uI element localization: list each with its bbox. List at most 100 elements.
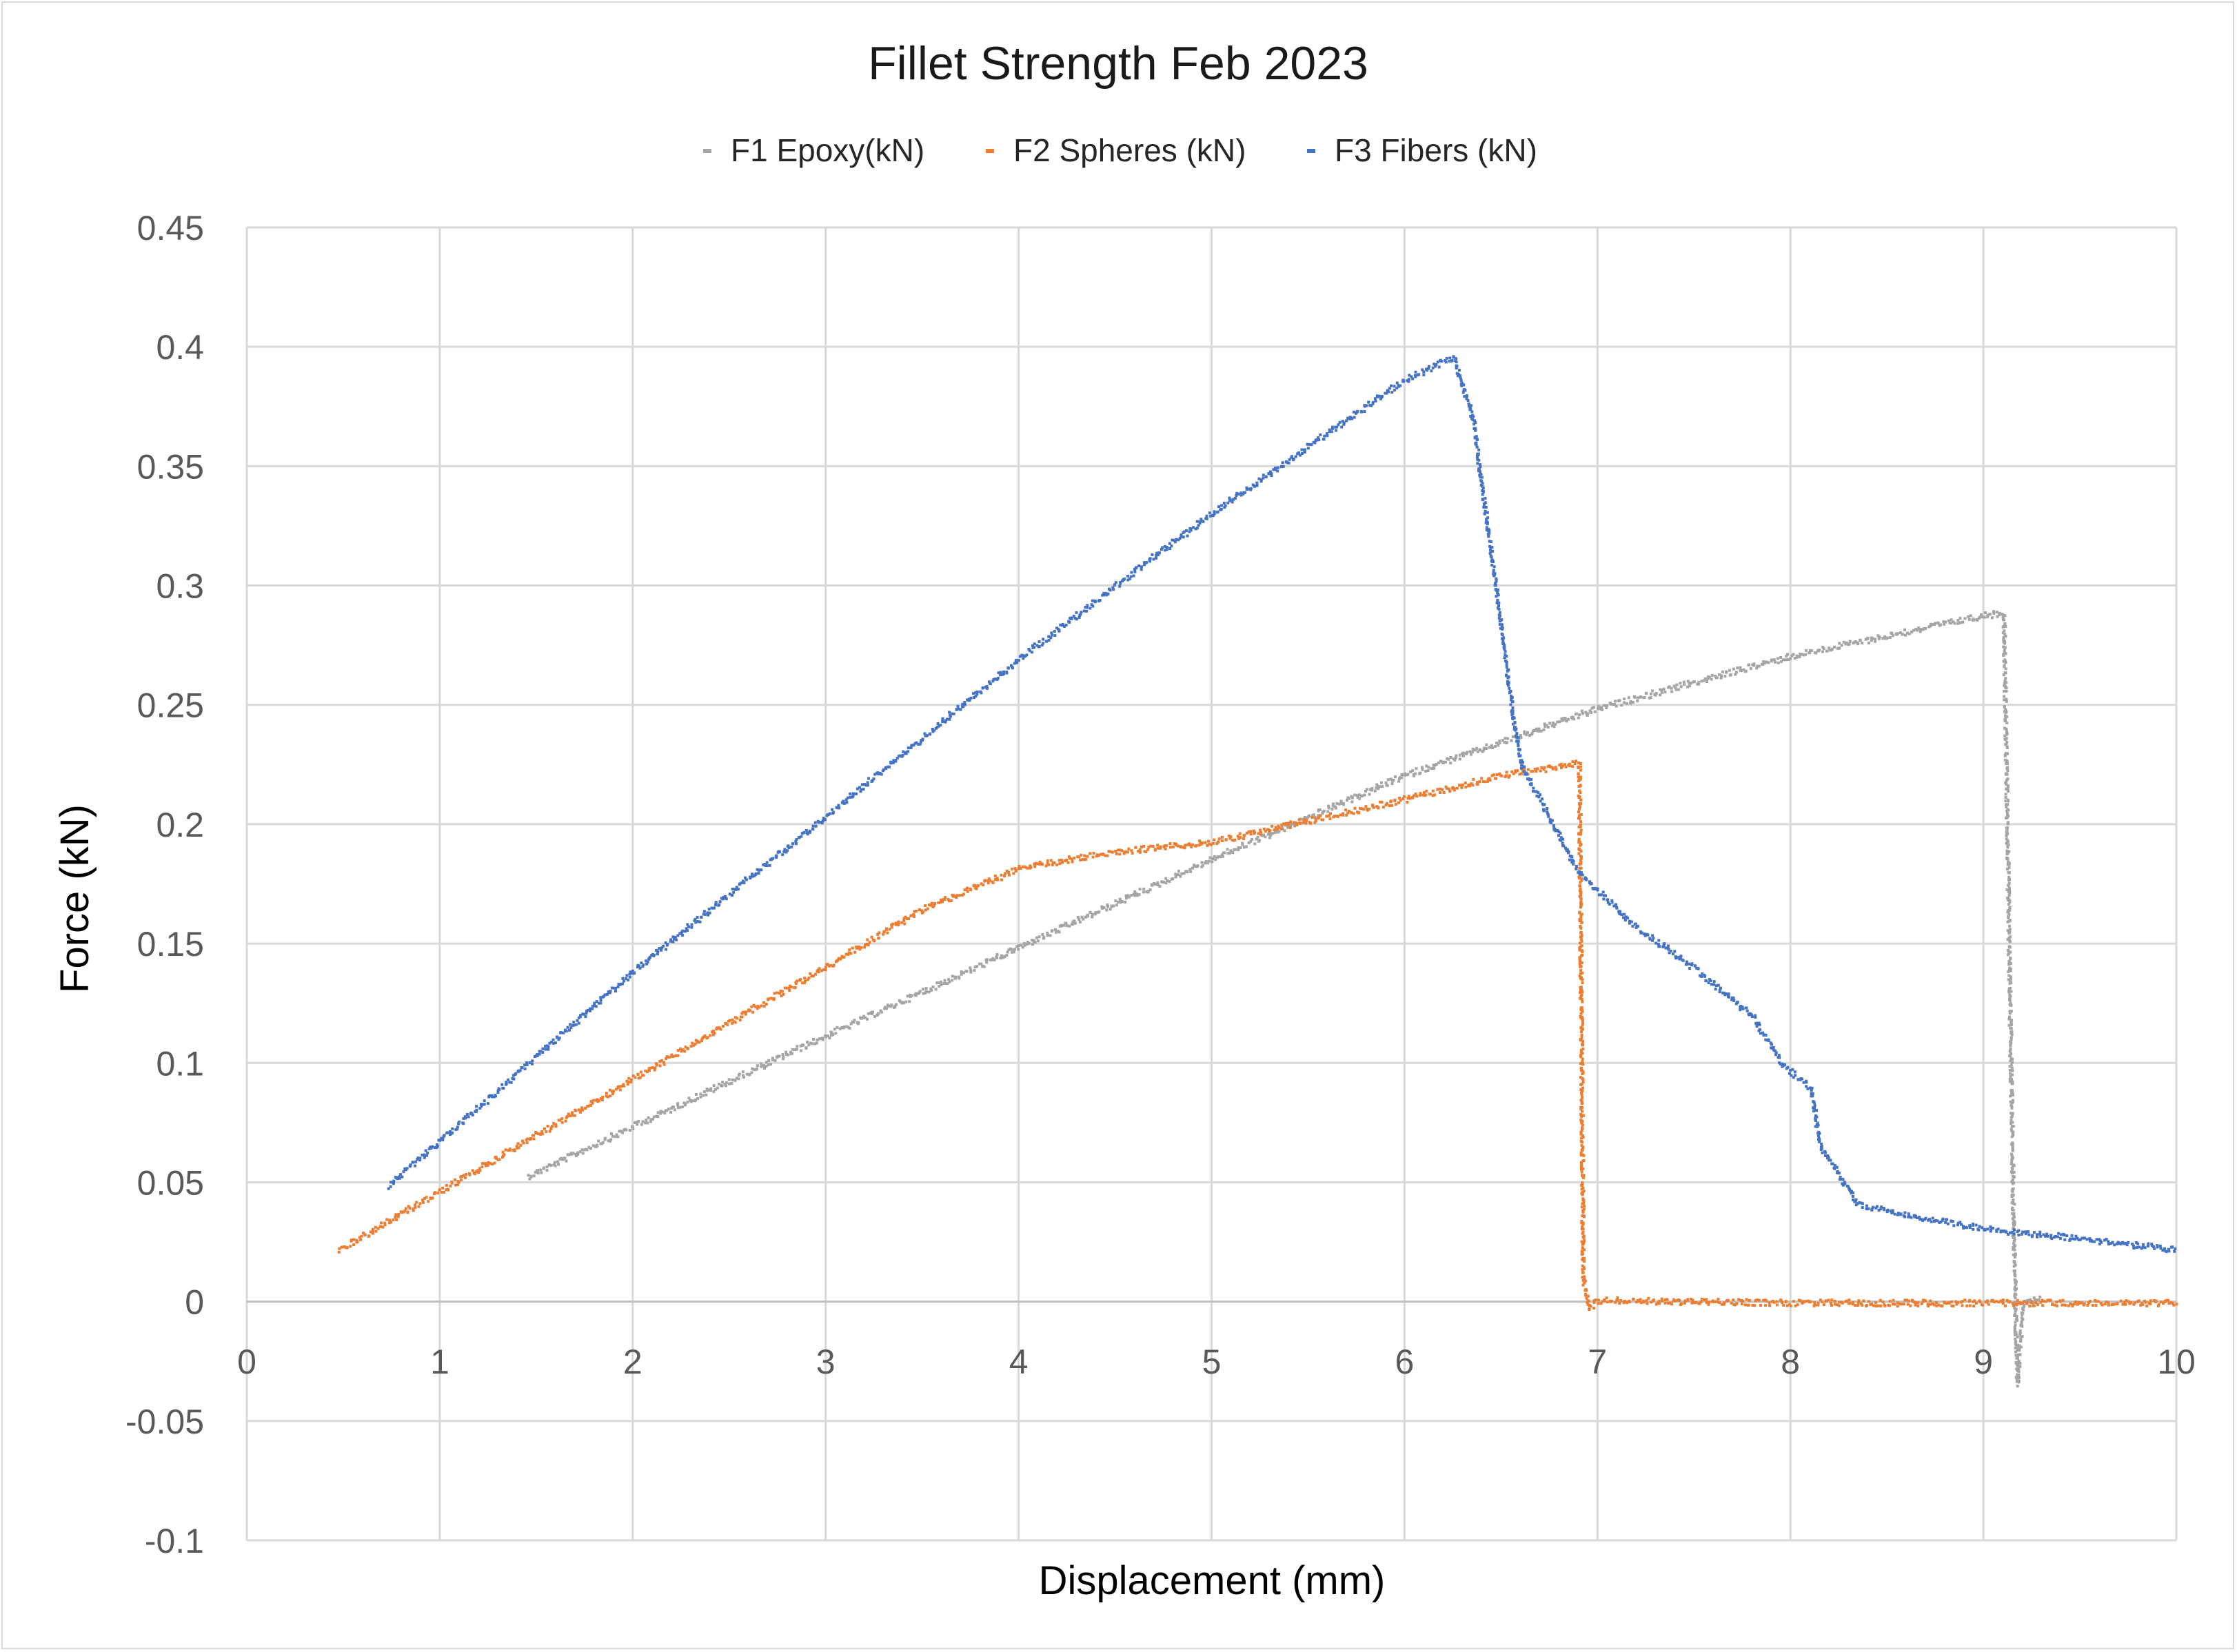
data-point: [2010, 1122, 2012, 1125]
data-point: [2008, 1010, 2012, 1014]
data-point: [2002, 636, 2005, 640]
data-point: [1845, 641, 1848, 644]
data-point: [1794, 1074, 1797, 1077]
data-point: [1577, 839, 1581, 842]
data-point: [2024, 1232, 2027, 1236]
data-point: [772, 997, 776, 1000]
data-point: [456, 1125, 459, 1129]
data-point: [548, 1041, 551, 1045]
data-point: [1867, 1207, 1870, 1210]
data-point: [673, 1108, 676, 1112]
data-point: [1305, 819, 1308, 822]
data-point: [1501, 627, 1504, 631]
data-point: [1887, 1304, 1891, 1307]
data-point: [1919, 628, 1922, 631]
data-point: [1660, 691, 1663, 695]
data-point: [1005, 954, 1009, 957]
data-point: [1168, 846, 1172, 849]
data-point: [1375, 786, 1378, 790]
data-point: [1924, 626, 1927, 630]
data-point: [1775, 1303, 1779, 1307]
data-point: [1837, 1304, 1841, 1307]
data-point: [1606, 901, 1610, 904]
data-point: [636, 1121, 639, 1124]
data-point: [1986, 613, 1990, 617]
data-point: [713, 1032, 716, 1035]
data-point: [2036, 1233, 2038, 1236]
data-point: [1581, 1223, 1585, 1226]
data-point: [1160, 880, 1164, 884]
data-point: [1739, 666, 1742, 669]
data-point: [1813, 1106, 1816, 1110]
data-point: [1066, 861, 1070, 864]
data-point: [1536, 767, 1539, 771]
data-point: [1877, 637, 1881, 640]
data-point: [1579, 859, 1582, 862]
data-point: [1517, 735, 1520, 739]
data-point: [652, 1115, 656, 1119]
data-point: [842, 955, 846, 959]
data-point: [1961, 1300, 1964, 1303]
data-point: [591, 1101, 594, 1105]
data-point: [616, 986, 620, 988]
data-point: [517, 1070, 520, 1073]
data-point: [1456, 374, 1459, 378]
data-point: [562, 1031, 565, 1034]
data-point: [1125, 897, 1128, 900]
data-point: [1981, 615, 1984, 619]
data-point: [2008, 1054, 2012, 1057]
data-point: [1380, 800, 1384, 804]
data-point: [659, 1110, 662, 1113]
data-point: [1484, 506, 1488, 509]
data-point: [532, 1134, 536, 1137]
data-point: [929, 904, 933, 907]
data-point: [895, 757, 899, 760]
data-point: [512, 1148, 515, 1152]
data-point: [647, 1069, 651, 1072]
data-point: [2016, 1298, 2019, 1302]
data-point: [1242, 491, 1246, 494]
data-point: [1247, 487, 1251, 491]
data-point: [429, 1147, 433, 1150]
data-point: [1770, 1043, 1773, 1046]
data-point: [580, 1148, 584, 1152]
data-point: [529, 1175, 533, 1179]
data-point: [1239, 846, 1242, 850]
data-point: [1286, 823, 1290, 826]
data-point: [1549, 766, 1552, 768]
data-point: [1499, 614, 1501, 618]
data-point: [1137, 850, 1140, 853]
data-point: [376, 1227, 380, 1230]
data-point: [866, 1017, 869, 1021]
data-point: [2014, 1330, 2016, 1334]
data-point: [1580, 1161, 1583, 1164]
data-point: [2073, 1302, 2076, 1305]
data-point: [1929, 624, 1932, 628]
data-point: [2007, 897, 2010, 901]
data-point: [1525, 733, 1528, 737]
data-point: [383, 1221, 387, 1225]
data-point: [2133, 1301, 2136, 1305]
data-point: [1344, 808, 1348, 812]
data-point: [1098, 599, 1102, 602]
data-point: [1582, 1190, 1586, 1193]
data-point: [1047, 863, 1051, 866]
data-point: [1854, 1304, 1856, 1307]
data-point: [1523, 770, 1526, 773]
data-point: [1074, 921, 1077, 925]
data-point: [581, 1152, 585, 1155]
data-point: [1213, 510, 1216, 513]
data-point: [609, 1138, 613, 1141]
data-point: [352, 1238, 356, 1241]
data-point: [1882, 1207, 1885, 1210]
data-point: [712, 1090, 716, 1093]
data-point: [1579, 1048, 1583, 1052]
data-point: [2169, 1301, 2173, 1305]
data-point: [2010, 1081, 2013, 1084]
data-point: [996, 676, 1000, 680]
data-point: [2004, 677, 2007, 680]
data-point: [1497, 744, 1500, 747]
data-point: [707, 913, 710, 917]
data-point: [1368, 807, 1371, 810]
data-point: [387, 1187, 390, 1190]
